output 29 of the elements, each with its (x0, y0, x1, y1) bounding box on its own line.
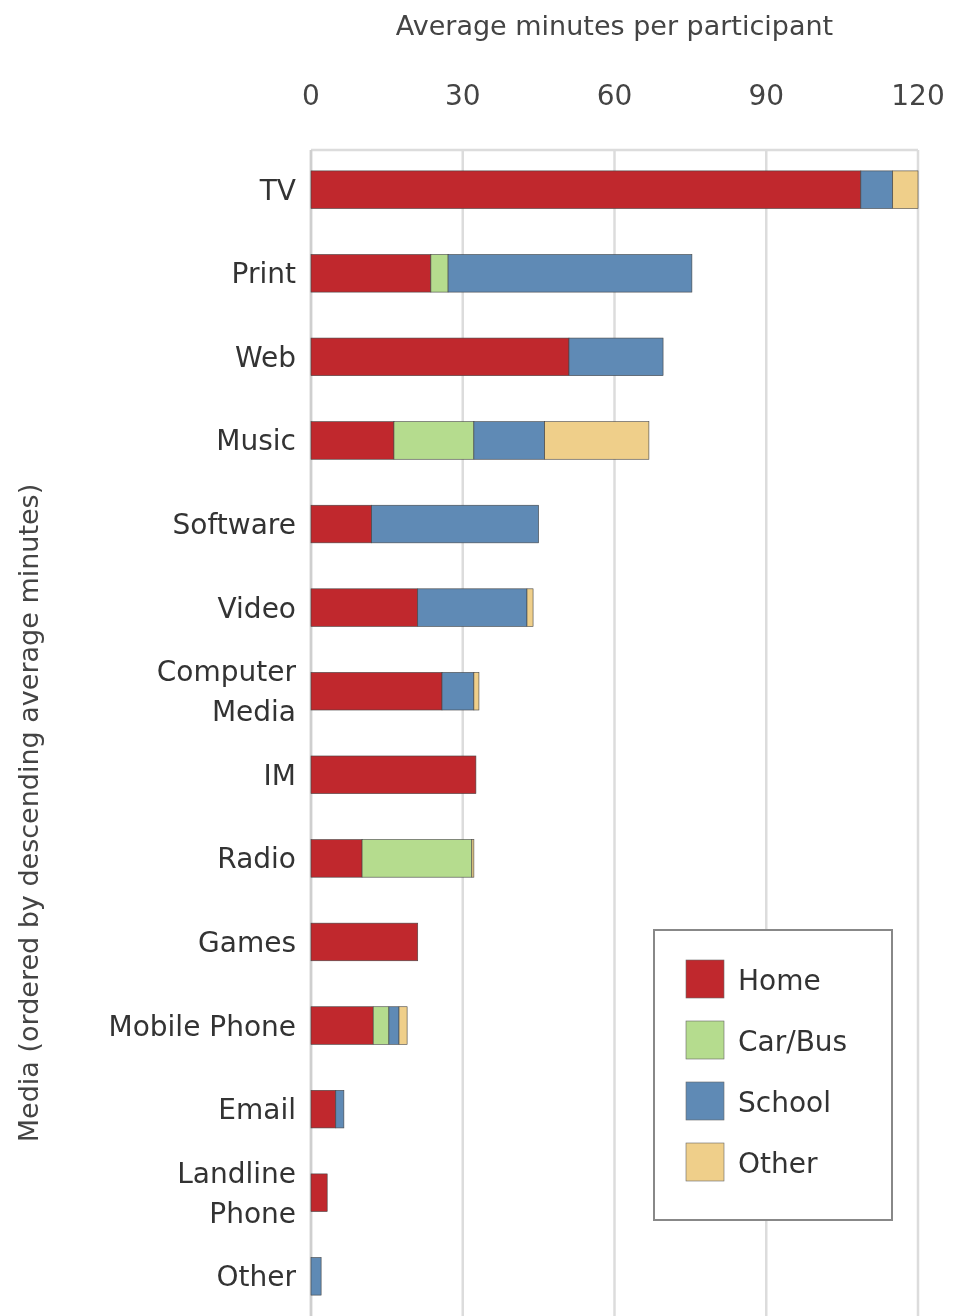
bar (310, 922, 419, 962)
y-tick-label: TV (258, 173, 296, 207)
y-axis-title: Media (ordered by descending average minutes) (13, 483, 44, 1143)
bar (310, 1173, 328, 1212)
y-tick-label: Music (216, 424, 296, 458)
legend-label: Car/Bus (738, 1025, 848, 1058)
legend-label: Other (738, 1147, 818, 1180)
y-tick-label: Mobile Phone (108, 1009, 296, 1043)
y-tick-label: Computer Media (156, 655, 297, 729)
bar (310, 755, 477, 794)
legend-label: Home (738, 964, 821, 997)
y-tick-label: Radio (217, 842, 296, 876)
y-tick-label: Games (198, 925, 296, 959)
y-tick-label: Email (218, 1093, 296, 1127)
y-tick-label: Software (172, 508, 296, 542)
y-tick-label: Landline Phone (177, 1156, 296, 1230)
x-tick-label: 0 (302, 79, 320, 112)
y-tick-label: Video (217, 591, 296, 625)
x-tick-label: 90 (748, 79, 785, 112)
x-axis-title: Average minutes per participant (395, 10, 834, 41)
legend-label: School (738, 1086, 831, 1119)
x-tick-label: 120 (891, 79, 945, 112)
x-tick-label: 60 (596, 79, 633, 112)
y-tick-label: Print (231, 257, 297, 291)
x-tick-label: 30 (444, 79, 481, 112)
y-tick-label: Web (234, 340, 296, 374)
bar (310, 1257, 322, 1296)
y-tick-label: IM (263, 758, 296, 792)
y-tick-label: Other (216, 1260, 297, 1294)
